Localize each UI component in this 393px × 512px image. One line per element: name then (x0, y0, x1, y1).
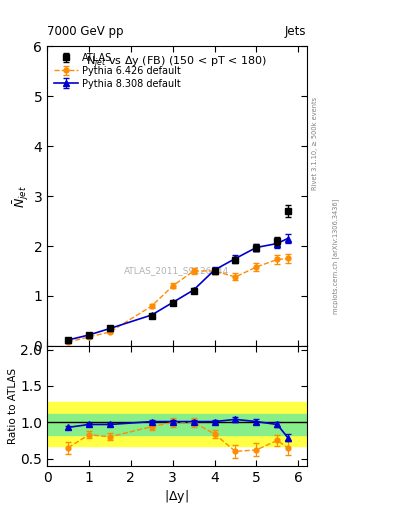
Text: ATLAS_2011_S9126244: ATLAS_2011_S9126244 (124, 266, 230, 275)
Text: N$_{jet}$ vs $\Delta$y (FB) (150 < pT < 180): N$_{jet}$ vs $\Delta$y (FB) (150 < pT < … (86, 55, 267, 72)
Y-axis label: $\bar{N}_{jet}$: $\bar{N}_{jet}$ (11, 184, 31, 207)
Text: 7000 GeV pp: 7000 GeV pp (47, 26, 124, 38)
X-axis label: |$\Delta$y|: |$\Delta$y| (164, 487, 189, 504)
Legend: ATLAS, Pythia 6.426 default, Pythia 8.308 default: ATLAS, Pythia 6.426 default, Pythia 8.30… (52, 51, 183, 91)
Y-axis label: Ratio to ATLAS: Ratio to ATLAS (7, 368, 18, 444)
Text: Jets: Jets (285, 26, 307, 38)
Bar (47, 402, 307, 446)
Bar (47, 414, 307, 435)
Text: Rivet 3.1.10, ≥ 500k events: Rivet 3.1.10, ≥ 500k events (312, 97, 318, 190)
Text: mcplots.cern.ch [arXiv:1306.3436]: mcplots.cern.ch [arXiv:1306.3436] (332, 198, 339, 314)
